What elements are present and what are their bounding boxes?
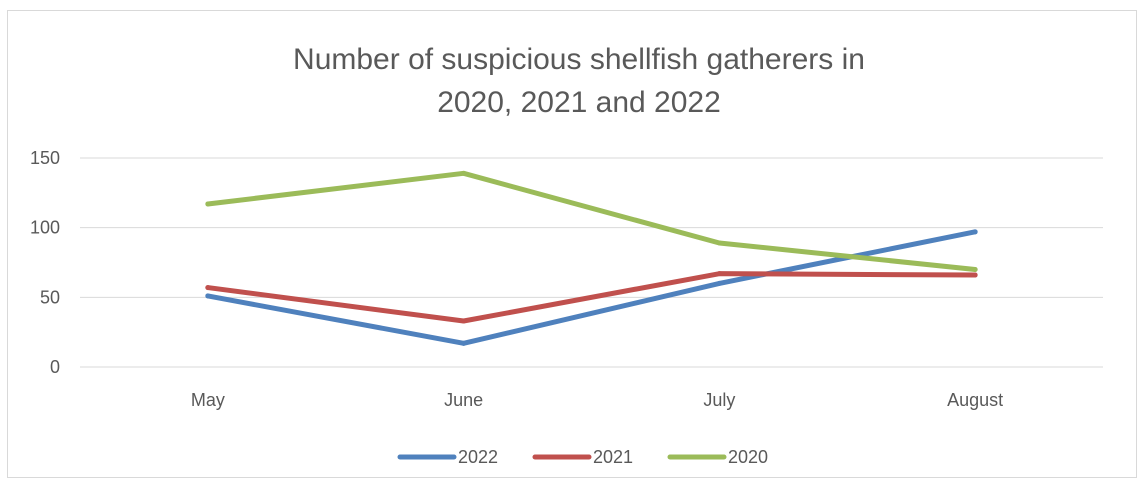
legend-label-2021: 2021 bbox=[593, 447, 633, 467]
data-point-2020-May bbox=[205, 201, 211, 207]
x-tick-label: July bbox=[703, 390, 735, 410]
legend-label-2020: 2020 bbox=[728, 447, 768, 467]
data-point-2020-June bbox=[461, 170, 467, 176]
chart-frame bbox=[7, 10, 1137, 478]
data-point-2020-August bbox=[972, 266, 978, 272]
data-point-2022-August bbox=[972, 229, 978, 235]
data-point-2021-June bbox=[461, 318, 467, 324]
data-point-2021-July bbox=[716, 271, 722, 277]
x-tick-label: August bbox=[947, 390, 1003, 410]
series-line-2020 bbox=[205, 170, 978, 272]
series-line-2022 bbox=[205, 229, 978, 346]
data-point-2020-July bbox=[716, 240, 722, 246]
y-tick-label: 0 bbox=[50, 357, 60, 377]
data-point-2022-May bbox=[205, 293, 211, 299]
data-point-2021-August bbox=[972, 272, 978, 278]
y-tick-label: 150 bbox=[30, 148, 60, 168]
x-tick-label: May bbox=[191, 390, 225, 410]
data-point-2022-July bbox=[716, 280, 722, 286]
legend-label-2022: 2022 bbox=[458, 447, 498, 467]
series-line-2021 bbox=[205, 271, 978, 324]
chart-title-line-1: Number of suspicious shellfish gatherers… bbox=[293, 43, 865, 76]
chart-title-line-2: 2020, 2021 and 2022 bbox=[437, 86, 721, 119]
y-tick-label: 50 bbox=[40, 287, 60, 307]
y-tick-label: 100 bbox=[30, 218, 60, 238]
x-tick-label: June bbox=[444, 390, 483, 410]
data-point-2021-May bbox=[205, 285, 211, 291]
data-point-2022-June bbox=[461, 340, 467, 346]
